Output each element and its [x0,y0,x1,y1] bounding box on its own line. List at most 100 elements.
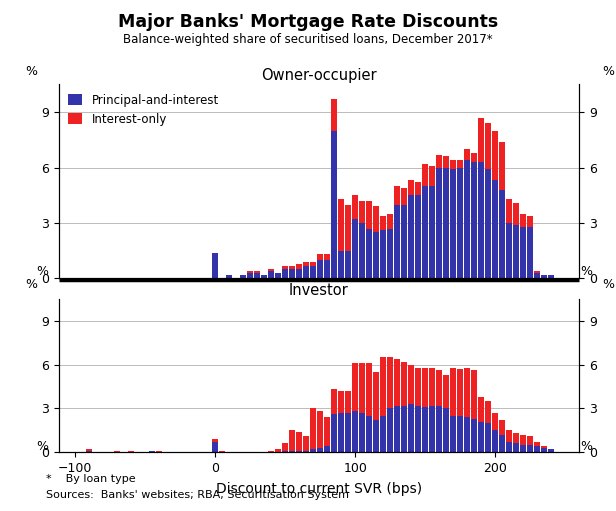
Bar [394,186,400,204]
Bar [534,271,540,273]
Bar [499,142,505,190]
Bar [457,369,463,416]
Bar [289,451,295,452]
Bar [114,451,121,452]
Bar [310,449,317,452]
Bar [401,188,407,204]
Bar [352,411,359,452]
Bar [268,451,274,452]
Bar [527,436,533,445]
Bar [443,156,449,168]
Bar [282,266,288,269]
Text: %: % [36,440,48,453]
Title: Owner-occupier: Owner-occupier [261,68,376,83]
Bar [450,160,456,169]
Bar [471,153,477,162]
Bar [380,416,386,452]
Bar [303,451,309,452]
Bar [331,414,338,452]
Bar [86,449,92,451]
Bar [534,447,540,452]
Bar [282,269,288,278]
Bar [387,408,393,452]
Bar [478,118,484,162]
Bar [394,406,400,452]
Title: Investor: Investor [289,283,349,298]
Bar [541,448,547,452]
Bar [338,391,344,413]
Bar [499,435,505,452]
Bar [429,406,436,452]
Bar [457,160,463,168]
Bar [303,262,309,266]
Bar [212,252,219,278]
Bar [464,417,470,452]
Bar [478,397,484,422]
Bar [380,216,386,230]
Bar [506,430,513,442]
Bar [485,169,491,278]
Bar [534,442,540,447]
Bar [415,195,421,278]
Bar [128,451,134,452]
Bar [359,413,365,452]
Bar [485,123,491,169]
Bar [492,180,498,278]
Legend: Principal-and-interest, Interest-only: Principal-and-interest, Interest-only [65,90,222,129]
Bar [457,416,463,452]
Bar [275,449,282,452]
Bar [464,149,470,160]
Bar [254,273,261,278]
Bar [527,445,533,452]
Bar [436,406,442,452]
Bar [408,404,415,452]
Bar [513,225,519,278]
Bar [310,262,317,266]
Bar [310,266,317,278]
Bar [380,230,386,278]
Bar [443,375,449,408]
Bar [345,391,351,413]
Bar [436,155,442,168]
Bar [415,182,421,195]
Bar [506,223,513,278]
Bar [513,203,519,225]
Bar [352,219,359,278]
Bar [471,370,477,419]
Bar [359,201,365,223]
Text: Major Banks' Mortgage Rate Discounts: Major Banks' Mortgage Rate Discounts [118,13,498,31]
Text: *    By loan type: * By loan type [46,474,136,484]
Bar [317,448,323,452]
Bar [268,269,274,271]
Bar [450,169,456,278]
Bar [387,228,393,278]
Bar [478,162,484,278]
Bar [345,204,351,251]
Bar [394,359,400,406]
Bar [520,227,526,278]
Bar [415,367,421,406]
Bar [338,413,344,452]
Bar [373,233,379,278]
Bar [527,216,533,227]
Bar [338,199,344,251]
Bar [373,372,379,420]
Bar [464,160,470,278]
Bar [289,430,295,451]
Bar [359,363,365,413]
Bar [422,367,428,407]
Bar [513,444,519,452]
Bar [492,130,498,180]
Text: %: % [26,65,38,79]
Bar [331,389,338,414]
Bar [450,367,456,416]
Bar [212,442,219,452]
Bar [541,447,547,448]
Bar [366,363,372,416]
Bar [261,275,267,278]
Bar [443,168,449,278]
Bar [415,406,421,452]
Bar [373,420,379,452]
Bar [289,269,295,278]
Bar [520,435,526,445]
